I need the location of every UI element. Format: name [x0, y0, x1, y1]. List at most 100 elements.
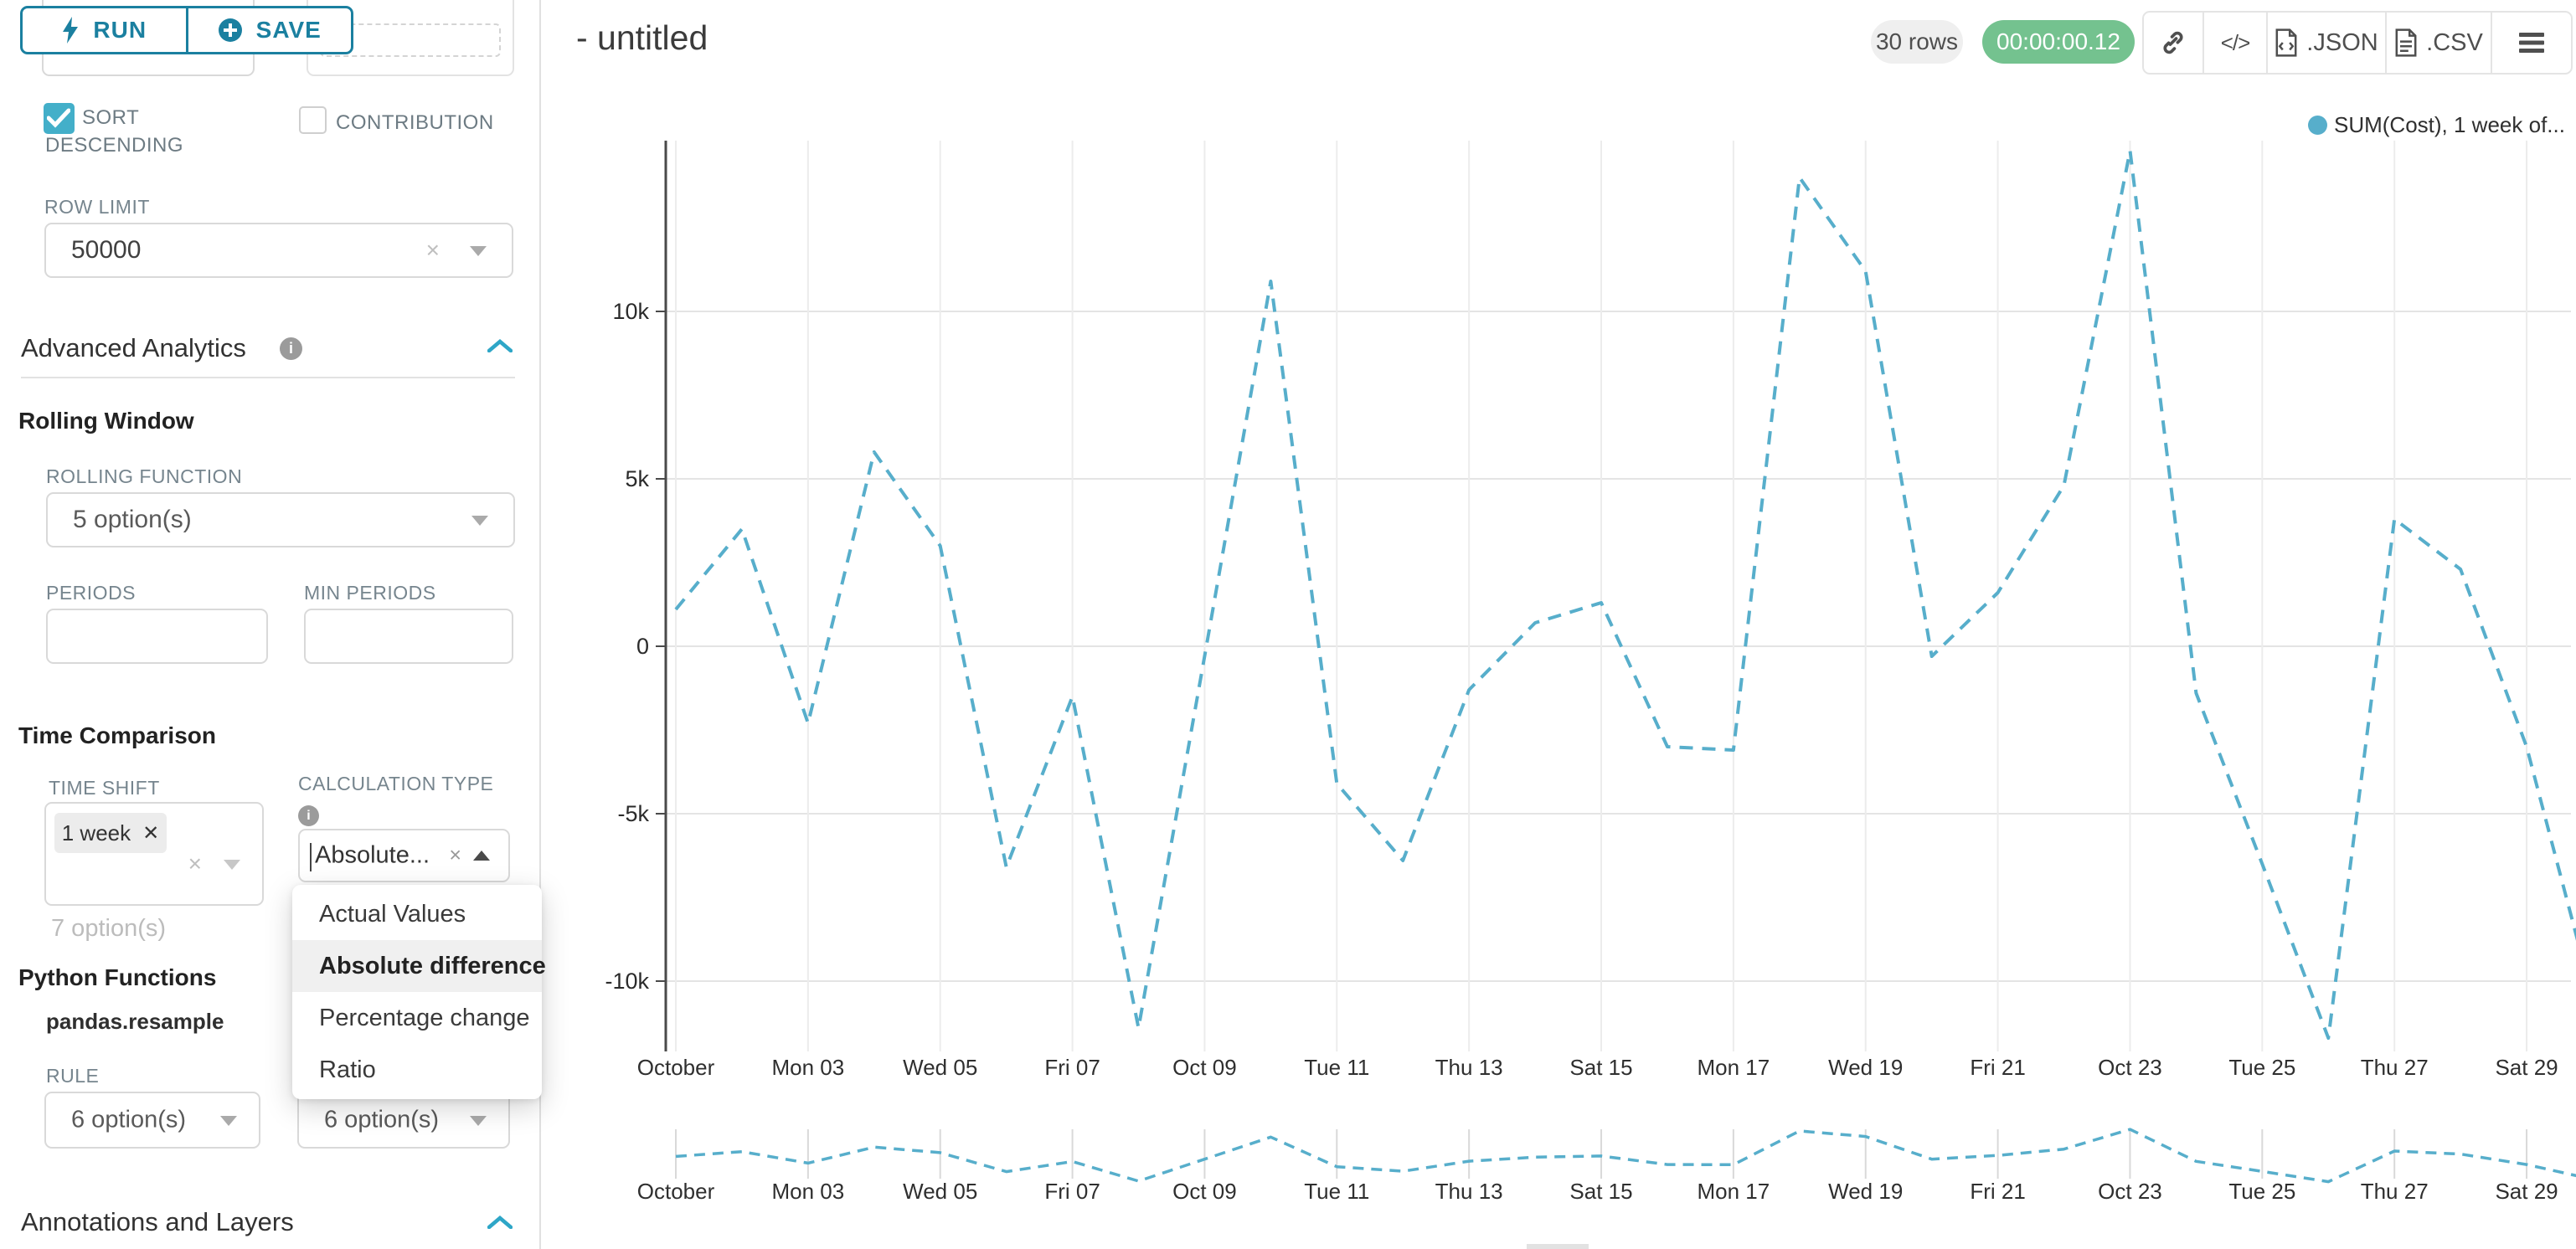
- chevron-down-icon: [220, 1116, 237, 1126]
- run-button[interactable]: RUN: [23, 8, 186, 52]
- svg-text:Fri 21: Fri 21: [1970, 1179, 2025, 1204]
- svg-text:Wed 19: Wed 19: [1828, 1179, 1903, 1204]
- query-timer-badge: 00:00:00.12: [1982, 20, 2135, 64]
- row-limit-value: 50000: [71, 236, 142, 264]
- check-icon: [47, 108, 70, 128]
- lightning-icon: [63, 17, 79, 44]
- dropdown-option[interactable]: Percentage change: [319, 1005, 530, 1031]
- chart-title[interactable]: - untitled: [576, 18, 708, 57]
- save-button-label: SAVE: [255, 17, 322, 43]
- dropdown-option[interactable]: Actual Values: [319, 901, 466, 928]
- text-cursor: [310, 843, 312, 871]
- svg-text:Mon 17: Mon 17: [1698, 1055, 1770, 1080]
- results-pane-handle[interactable]: [1527, 1244, 1589, 1249]
- save-button[interactable]: SAVE: [185, 8, 352, 52]
- annotations-title: Annotations and Layers: [21, 1207, 294, 1236]
- contribution-checkbox[interactable]: [299, 106, 327, 134]
- svg-text:Wed 19: Wed 19: [1828, 1055, 1903, 1080]
- svg-text:Sat 29: Sat 29: [2495, 1179, 2558, 1204]
- row-count-badge: 30 rows: [1871, 20, 1963, 64]
- info-icon[interactable]: i: [280, 337, 302, 360]
- code-icon: </>: [2220, 29, 2251, 55]
- svg-text:Oct 09: Oct 09: [1172, 1055, 1237, 1080]
- svg-text:Oct 09: Oct 09: [1172, 1179, 1237, 1204]
- export-json-button[interactable]: .JSON: [2266, 13, 2385, 73]
- advanced-analytics-title: Advanced Analytics: [21, 333, 246, 362]
- file-code-icon: [2275, 28, 2297, 57]
- calculation-type-dropdown: Actual Values Absolute difference Percen…: [292, 885, 546, 1099]
- plus-circle-icon: [218, 18, 242, 42]
- info-icon[interactable]: i: [298, 805, 319, 826]
- rolling-window-title: Rolling Window: [18, 408, 194, 434]
- file-text-icon: [2395, 28, 2417, 57]
- clear-icon[interactable]: ×: [449, 843, 461, 867]
- svg-text:10k: 10k: [612, 299, 649, 324]
- link-icon: [2163, 31, 2183, 54]
- svg-text:Mon 03: Mon 03: [771, 1055, 844, 1080]
- svg-text:Thu 13: Thu 13: [1435, 1055, 1503, 1080]
- time-comparison-title: Time Comparison: [18, 722, 216, 748]
- sort-descending-checkbox[interactable]: [44, 103, 75, 134]
- sort-descending-label: SORT DESCENDING: [45, 106, 184, 157]
- svg-text:5k: 5k: [625, 466, 649, 491]
- legend-series-label: SUM(Cost), 1 week of...: [2334, 112, 2565, 137]
- method-select[interactable]: 6 option(s): [297, 1092, 510, 1149]
- svg-text:Sat 29: Sat 29: [2495, 1055, 2558, 1080]
- collapse-chevron-icon[interactable]: [487, 339, 513, 352]
- contribution-label: CONTRIBUTION: [336, 111, 494, 134]
- run-button-label: RUN: [93, 17, 147, 43]
- csv-label: .CSV: [2426, 28, 2483, 56]
- control-panel-sidebar: 7 option(s) RUN SAVE SORT DESCENDING CON…: [0, 0, 541, 1249]
- clear-icon[interactable]: ×: [425, 237, 440, 263]
- row-limit-select[interactable]: 50000 ×: [44, 223, 513, 278]
- share-link-button[interactable]: [2144, 13, 2202, 73]
- pandas-resample-label: pandas.resample: [46, 1009, 224, 1034]
- dropdown-option[interactable]: Ratio: [319, 1056, 376, 1083]
- time-shift-label: TIME SHIFT: [49, 777, 160, 799]
- chevron-down-icon: [471, 516, 488, 526]
- svg-text:Tue 25: Tue 25: [2228, 1055, 2295, 1080]
- chevron-down-icon: [470, 1116, 487, 1126]
- export-csv-button[interactable]: .CSV: [2385, 13, 2491, 73]
- min-periods-input[interactable]: [304, 609, 513, 664]
- svg-text:Thu 13: Thu 13: [1435, 1179, 1503, 1204]
- collapse-chevron-icon[interactable]: [487, 1216, 513, 1229]
- remove-tag-icon[interactable]: ✕: [142, 821, 160, 845]
- svg-text:Sat 15: Sat 15: [1569, 1055, 1632, 1080]
- svg-text:October: October: [637, 1055, 715, 1080]
- min-periods-label: MIN PERIODS: [304, 582, 436, 604]
- svg-text:-5k: -5k: [617, 801, 649, 826]
- python-functions-title: Python Functions: [18, 964, 217, 990]
- rolling-function-value: 5 option(s): [73, 506, 192, 533]
- run-save-button-group: RUN SAVE: [20, 6, 353, 54]
- chevron-down-icon: [224, 860, 240, 870]
- partial-dropzone[interactable]: [307, 0, 514, 76]
- svg-text:Tue 25: Tue 25: [2228, 1179, 2295, 1204]
- legend-series-dot: [2308, 116, 2327, 135]
- export-button-group: </> .JSON .CSV: [2142, 11, 2573, 75]
- chart-menu-button[interactable]: [2491, 13, 2571, 73]
- section-divider: [21, 377, 515, 378]
- svg-text:0: 0: [636, 634, 649, 659]
- time-shift-tag-label: 1 week: [61, 820, 131, 846]
- svg-text:Mon 03: Mon 03: [771, 1179, 844, 1204]
- hamburger-icon: [2519, 33, 2544, 53]
- svg-text:Thu 27: Thu 27: [2361, 1055, 2429, 1080]
- svg-text:Wed 05: Wed 05: [903, 1179, 977, 1204]
- svg-text:Thu 27: Thu 27: [2361, 1179, 2429, 1204]
- rule-select[interactable]: 6 option(s): [44, 1092, 260, 1149]
- periods-input[interactable]: [46, 609, 268, 664]
- row-limit-label: ROW LIMIT: [44, 196, 150, 218]
- view-query-button[interactable]: </>: [2202, 13, 2266, 73]
- svg-text:Fri 07: Fri 07: [1044, 1055, 1100, 1080]
- clear-icon[interactable]: ×: [188, 851, 202, 876]
- svg-text:Sat 15: Sat 15: [1569, 1179, 1632, 1204]
- periods-label: PERIODS: [46, 582, 137, 604]
- rolling-function-select[interactable]: 5 option(s): [46, 492, 515, 547]
- time-shift-tag[interactable]: 1 week ✕: [54, 813, 167, 853]
- dropdown-option[interactable]: Absolute difference: [292, 940, 546, 992]
- calculation-type-select[interactable]: Absolute... ×: [298, 829, 510, 882]
- svg-text:Mon 17: Mon 17: [1698, 1179, 1770, 1204]
- chart-legend[interactable]: SUM(Cost), 1 week of...: [2308, 112, 2565, 138]
